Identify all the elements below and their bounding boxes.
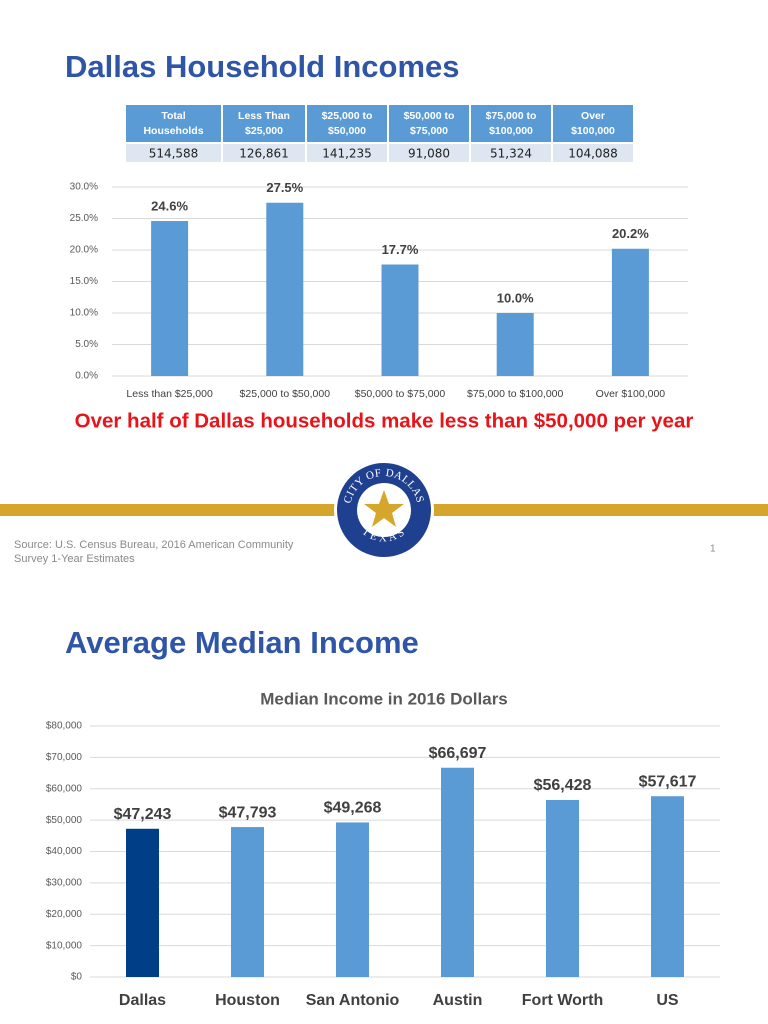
y-tick-label: $60,000 bbox=[46, 783, 83, 794]
cell-text: 514,588 bbox=[149, 147, 199, 161]
chart-title: Median Income in 2016 Dollars bbox=[260, 689, 508, 708]
value-label: $66,697 bbox=[429, 745, 487, 762]
cell-text: 104,088 bbox=[568, 147, 618, 161]
y-tick-label: $80,000 bbox=[46, 721, 83, 732]
header-line: $75,000 to bbox=[486, 110, 537, 122]
y-tick-label: $20,000 bbox=[46, 909, 83, 920]
value-label: 17.7% bbox=[382, 242, 419, 257]
bar bbox=[126, 828, 159, 977]
y-tick-label: $50,000 bbox=[46, 815, 83, 826]
y-tick-label: 30.0% bbox=[70, 182, 98, 193]
header-cell bbox=[553, 105, 633, 142]
table-cell bbox=[553, 144, 633, 162]
y-tick-label: $70,000 bbox=[46, 752, 83, 763]
header-line: $100,000 bbox=[489, 125, 533, 137]
header-text: $25,000 to $50,000 bbox=[322, 110, 373, 137]
value-label: $56,428 bbox=[534, 777, 592, 794]
header-line: $75,000 bbox=[410, 125, 448, 137]
y-tick-label: $10,000 bbox=[46, 940, 83, 951]
header-line: $50,000 to bbox=[404, 110, 455, 122]
city-seal: CITY OF DALLAS TEXAS bbox=[334, 460, 434, 560]
header-text: $75,000 to $100,000 bbox=[486, 110, 537, 137]
header-text: $50,000 to $75,000 bbox=[404, 110, 455, 137]
x-tick-label: Over $100,000 bbox=[596, 388, 666, 400]
header-cell bbox=[307, 105, 387, 142]
table-cell bbox=[307, 144, 387, 162]
table-cell bbox=[126, 144, 221, 162]
x-tick-label: US bbox=[656, 992, 679, 1009]
table-cell bbox=[223, 144, 305, 162]
header-cell bbox=[223, 105, 305, 142]
x-tick-label: Fort Worth bbox=[522, 992, 603, 1009]
header-line: Less Than bbox=[238, 110, 290, 122]
seal-bottom-text: TEXAS bbox=[360, 525, 408, 544]
slide-title: Average Median Income bbox=[65, 625, 419, 660]
y-tick-label: 20.0% bbox=[70, 245, 98, 256]
x-tick-label: Houston bbox=[215, 992, 280, 1009]
y-tick-label: 25.0% bbox=[70, 213, 98, 224]
bar bbox=[651, 796, 684, 977]
bar bbox=[496, 313, 534, 376]
bar bbox=[381, 264, 419, 376]
value-label: $57,617 bbox=[639, 773, 697, 790]
header-line: Over bbox=[581, 110, 605, 122]
x-tick-label: Less than $25,000 bbox=[126, 388, 213, 400]
header-cell bbox=[126, 105, 221, 142]
value-label: $47,793 bbox=[219, 804, 277, 821]
seal-bottom-path: TEXAS bbox=[360, 525, 406, 544]
source-line: Source: U.S. Census Bureau, 2016 America… bbox=[14, 539, 294, 551]
x-tick-label: $50,000 to $75,000 bbox=[355, 388, 446, 400]
header-cell bbox=[389, 105, 469, 142]
cell-text: 51,324 bbox=[490, 147, 532, 161]
bar bbox=[266, 202, 304, 376]
value-label: 20.2% bbox=[612, 226, 649, 241]
bar bbox=[546, 799, 579, 977]
page-number: 1 bbox=[710, 544, 716, 555]
bar bbox=[231, 827, 264, 977]
value-label: $47,243 bbox=[114, 806, 172, 823]
value-label: 27.5% bbox=[266, 180, 303, 195]
header-line: $25,000 to bbox=[322, 110, 373, 122]
callout: Over half of Dallas households make less… bbox=[75, 409, 694, 432]
y-tick-label: 10.0% bbox=[70, 308, 98, 319]
header-line: $25,000 bbox=[245, 125, 283, 137]
y-tick-label: 5.0% bbox=[75, 339, 98, 350]
bar bbox=[151, 221, 189, 376]
header-line: Total bbox=[161, 110, 185, 122]
bar bbox=[611, 248, 649, 376]
x-tick-label: $25,000 to $50,000 bbox=[240, 388, 331, 400]
header-line: $50,000 bbox=[328, 125, 366, 137]
header-cell bbox=[471, 105, 551, 142]
x-tick-label: Austin bbox=[433, 992, 483, 1009]
x-tick-label: Dallas bbox=[119, 992, 166, 1009]
y-tick-label: $30,000 bbox=[46, 878, 83, 889]
y-tick-label: $40,000 bbox=[46, 846, 83, 857]
cell-text: 126,861 bbox=[239, 147, 289, 161]
header-line: Households bbox=[143, 125, 203, 137]
x-tick-label: San Antonio bbox=[306, 992, 400, 1009]
value-label: 10.0% bbox=[497, 290, 534, 305]
x-tick-label: $75,000 to $100,000 bbox=[467, 388, 564, 400]
table-cell bbox=[471, 144, 551, 162]
bar bbox=[336, 822, 369, 977]
slide-title: Dallas Household Incomes bbox=[65, 49, 460, 84]
y-tick-label: $0 bbox=[71, 972, 83, 983]
header-text: Over $100,000 bbox=[571, 110, 615, 137]
header-text: Less Than $25,000 bbox=[238, 110, 290, 137]
value-label: 24.6% bbox=[151, 198, 188, 213]
header-text: Total Households bbox=[143, 110, 203, 137]
value-label: $49,268 bbox=[324, 800, 382, 817]
cell-text: 91,080 bbox=[408, 147, 450, 161]
source-line: Survey 1-Year Estimates bbox=[14, 553, 135, 565]
header-line: $100,000 bbox=[571, 125, 615, 137]
bar bbox=[441, 767, 474, 977]
y-tick-label: 15.0% bbox=[70, 276, 98, 287]
income-table: Total Households Less Than $25,000 $25,000 t… bbox=[126, 105, 633, 162]
table-cell bbox=[389, 144, 469, 162]
y-tick-label: 0.0% bbox=[75, 371, 98, 382]
cell-text: 141,235 bbox=[322, 147, 372, 161]
seal-star bbox=[364, 490, 404, 527]
